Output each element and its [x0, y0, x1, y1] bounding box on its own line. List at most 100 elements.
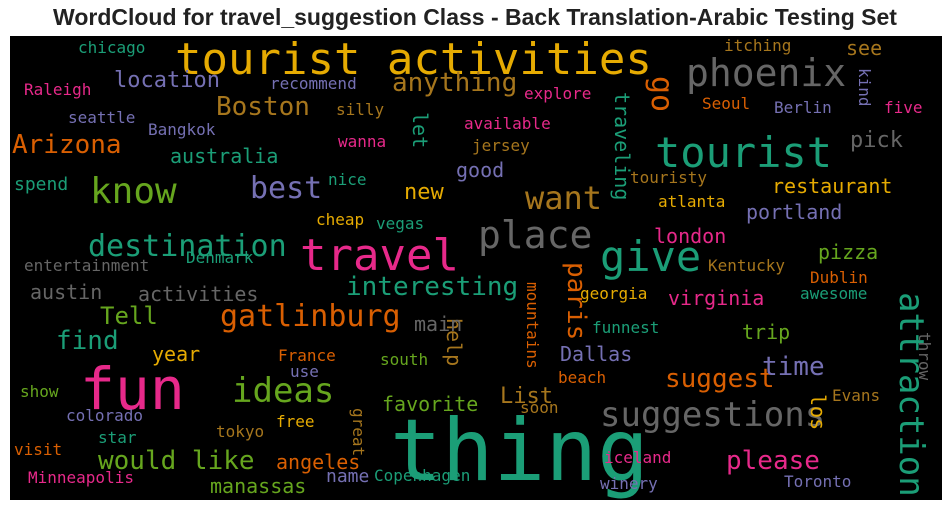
wordcloud-canvas: thing fun tourist activities travel attracti…	[10, 36, 942, 500]
word-virginia: virginia	[668, 286, 765, 310]
word-list: List	[500, 384, 553, 409]
word-atlanta: atlanta	[658, 192, 726, 211]
word-best: best	[250, 171, 323, 206]
word-fun: fun	[80, 355, 185, 423]
chart-title: WordCloud for travel_suggestion Class - …	[53, 4, 897, 30]
word-dublin: Dublin	[810, 268, 868, 287]
word-time: time	[762, 352, 825, 382]
word-would-like: would like	[98, 446, 255, 476]
word-anything: anything	[392, 68, 518, 98]
word-seoul: Seoul	[702, 94, 751, 113]
word-kentucky: Kentucky	[708, 256, 786, 275]
word-pick: pick	[850, 128, 903, 153]
word-go: go	[644, 76, 679, 113]
word-want: want	[525, 179, 603, 217]
word-phoenix: phoenix	[686, 51, 847, 95]
word-find: find	[56, 326, 119, 356]
word-raleigh: Raleigh	[24, 80, 92, 99]
word-seattle: seattle	[68, 108, 136, 127]
word-wanna: wanna	[338, 132, 387, 151]
word-available: available	[464, 114, 551, 133]
word-bangkok: Bangkok	[148, 120, 216, 139]
word-recommend: recommend	[270, 74, 357, 93]
word-ideas: ideas	[232, 371, 335, 411]
word-restaurant: restaurant	[772, 174, 893, 198]
word-evans: Evans	[832, 386, 881, 405]
word-mountains: mountains	[523, 282, 542, 369]
word-awesome: awesome	[800, 284, 868, 303]
word-cheap: cheap	[316, 210, 365, 229]
word-travel: travel	[300, 230, 459, 281]
word-activities: activities	[138, 282, 259, 306]
word-name: name	[326, 466, 370, 487]
word-great: great	[349, 408, 368, 457]
word-free: free	[276, 412, 315, 431]
word-location: location	[114, 68, 220, 93]
word-entertainment: entertainment	[24, 256, 150, 275]
word-pizza: pizza	[818, 240, 879, 264]
word-france: France	[278, 346, 336, 365]
word-arizona: Arizona	[12, 130, 122, 160]
word-favorite: favorite	[382, 392, 479, 416]
word-year: year	[152, 342, 201, 366]
word-show: show	[20, 382, 59, 401]
word-place: place	[478, 213, 593, 257]
word-kind: kind	[855, 68, 874, 107]
word-please: please	[726, 446, 820, 476]
word-jersey: jersey	[472, 136, 530, 155]
word-manassas: manassas	[210, 474, 307, 498]
word-visit: visit	[14, 440, 63, 459]
word-see: see	[846, 36, 883, 60]
word-vegas: vegas	[376, 214, 425, 233]
word-destination: destination	[88, 229, 287, 264]
word-austin: austin	[30, 280, 103, 304]
word-berlin: Berlin	[774, 98, 832, 117]
word-nice: nice	[328, 170, 367, 189]
word-know: know	[90, 171, 177, 212]
word-attractions: attractions	[891, 292, 931, 500]
word-suggest: suggest	[665, 364, 775, 394]
word-star: star	[98, 428, 137, 447]
word-boston: Boston	[216, 92, 310, 122]
word-copenhagen: Copenhagen	[374, 466, 471, 485]
word-funnest: funnest	[592, 318, 660, 337]
word-main: main	[414, 312, 463, 336]
word-tourist-activities: tourist activities	[175, 36, 652, 85]
word-explore: explore	[524, 84, 592, 103]
word-chicago: chicago	[78, 38, 146, 57]
word-itching: itching	[724, 36, 792, 55]
word-tokyo: tokyo	[216, 422, 265, 441]
word-winery: winery	[600, 474, 658, 493]
word-portland: portland	[746, 200, 843, 224]
word-gatlinburg: gatlinburg	[220, 299, 401, 334]
word-minneapolis: Minneapolis	[28, 468, 134, 487]
word-spend: spend	[14, 174, 69, 195]
word-thing: thing	[390, 401, 649, 500]
word-tourist: tourist	[655, 128, 833, 177]
word-silly: silly	[336, 100, 385, 119]
word-five: five	[884, 98, 923, 117]
word-throw: throw	[915, 332, 934, 381]
word-tell: Tell	[100, 302, 158, 330]
word-new: new	[404, 180, 444, 205]
word-london: london	[654, 224, 727, 248]
word-interesting: interesting	[346, 272, 519, 302]
word-angeles: angeles	[276, 450, 361, 474]
word-dallas: Dallas	[560, 342, 633, 366]
word-iceland: iceland	[604, 448, 672, 467]
word-denmark: Denmark	[186, 248, 254, 267]
word-touristy: touristy	[630, 168, 708, 187]
word-soon: soon	[520, 398, 559, 417]
word-traveling: traveling	[610, 92, 634, 201]
word-use: use	[290, 362, 319, 381]
word-los: los	[806, 394, 830, 431]
word-let: let	[408, 112, 432, 149]
word-suggestions: suggestions	[600, 395, 826, 435]
word-colorado: colorado	[66, 406, 144, 425]
word-australia: australia	[170, 144, 279, 168]
word-good: good	[456, 158, 505, 182]
word-toronto: Toronto	[784, 472, 852, 491]
word-trip: trip	[742, 320, 791, 344]
word-give: give	[600, 232, 702, 281]
word-south: south	[380, 350, 429, 369]
